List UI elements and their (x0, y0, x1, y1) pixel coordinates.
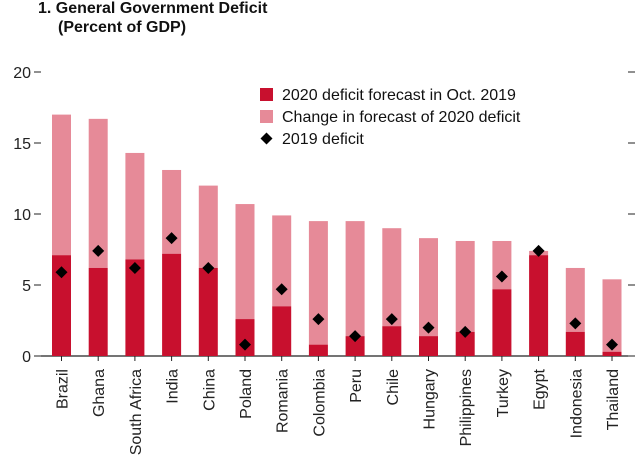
x-tick-label: Egypt (532, 368, 549, 409)
x-tick-label: Indonesia (568, 369, 585, 438)
marker-2019-brazil (55, 266, 68, 279)
chart-title: 1. General Government Deficit (38, 0, 268, 17)
bar-forecast-brazil (52, 255, 71, 356)
bar-change-ghana (88, 118, 108, 268)
marker-2019-chile (385, 313, 398, 326)
bar-forecast-peru (345, 336, 365, 356)
bar-change-thailand (602, 279, 622, 352)
bar-change-chile (382, 228, 402, 327)
legend-label: 2019 deficit (282, 131, 364, 148)
x-tick-label: Hungary (422, 369, 439, 429)
x-tick-label: Turkey (495, 369, 512, 417)
chart-subtitle: (Percent of GDP) (58, 19, 187, 36)
bar-forecast-south-africa (125, 259, 145, 356)
x-tick-label: Chile (385, 369, 402, 406)
legend-diamond (260, 132, 273, 145)
x-tick-label: Ghana (91, 369, 108, 417)
marker-2019-egypt (532, 244, 545, 257)
bar-forecast-chile (382, 326, 402, 356)
marker-2019-colombia (312, 313, 325, 326)
bar-change-india (162, 169, 182, 254)
bar-change-colombia (308, 221, 328, 345)
bar-change-romania (272, 215, 292, 307)
x-tick-label: Poland (238, 369, 255, 419)
bar-change-china (198, 185, 218, 268)
bar-forecast-poland (235, 319, 255, 356)
x-tick-label: China (201, 369, 218, 411)
marker-2019-poland (239, 338, 251, 351)
bar-change-indonesia (565, 267, 585, 332)
bar-change-peru (345, 221, 365, 337)
marker-2019-peru (349, 330, 362, 343)
bar-forecast-turkey (492, 289, 512, 356)
legend-label: 2020 deficit forecast in Oct. 2019 (282, 87, 516, 104)
bar-change-south-africa (125, 152, 145, 260)
y-tick-label: 5 (22, 278, 31, 295)
bar-forecast-ghana (88, 267, 108, 356)
y-tick-label: 10 (13, 207, 31, 224)
bar-forecast-indonesia (565, 331, 585, 356)
x-tick-label: Colombia (311, 369, 328, 437)
marker-2019-romania (275, 283, 288, 296)
bar-change-hungary (419, 238, 438, 337)
marker-2019-india (165, 232, 178, 245)
x-tick-label: Philippines (458, 369, 475, 446)
x-tick-label: South Africa (128, 369, 145, 455)
x-tick-label: Thailand (605, 369, 622, 430)
bar-change-brazil (52, 114, 71, 256)
y-tick-label: 15 (13, 136, 31, 153)
legend-swatch (260, 110, 273, 123)
marker-2019-turkey (495, 270, 508, 283)
y-tick-label: 0 (22, 349, 31, 366)
marker-2019-philippines (459, 325, 472, 338)
bar-forecast-egypt (529, 255, 549, 356)
marker-2019-south-africa (128, 261, 141, 274)
bar-forecast-hungary (419, 336, 438, 356)
bar-change-philippines (455, 240, 475, 332)
marker-2019-hungary (422, 321, 435, 334)
bar-forecast-india (162, 253, 182, 356)
bar-forecast-china (198, 267, 218, 356)
bar-forecast-romania (272, 306, 292, 356)
x-tick-label: Brazil (55, 369, 72, 409)
bar-forecast-thailand (602, 351, 622, 356)
legend-label: Change in forecast of 2020 deficit (282, 109, 521, 126)
legend-swatch (260, 88, 273, 101)
marker-2019-indonesia (569, 317, 582, 330)
marker-2019-thailand (606, 338, 618, 351)
bar-change-poland (235, 204, 255, 320)
x-tick-label: Romania (275, 369, 292, 433)
marker-2019-ghana (92, 244, 105, 257)
bar-forecast-philippines (455, 331, 475, 356)
x-tick-label: India (165, 369, 182, 404)
bar-forecast-colombia (308, 344, 328, 356)
x-tick-label: Peru (348, 369, 365, 403)
y-tick-label: 20 (13, 65, 31, 82)
marker-2019-china (202, 261, 215, 274)
